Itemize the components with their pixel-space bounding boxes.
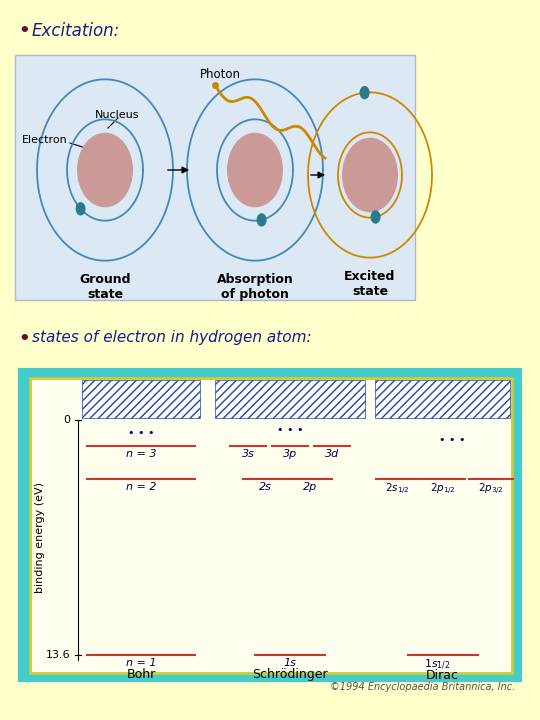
Text: • • •: • • • — [277, 425, 303, 435]
Ellipse shape — [360, 86, 369, 99]
Text: Schrödinger: Schrödinger — [252, 668, 328, 681]
Text: 3p: 3p — [283, 449, 297, 459]
Ellipse shape — [370, 210, 381, 224]
Text: $2p_{3/2}$: $2p_{3/2}$ — [477, 482, 503, 497]
Text: $2p_{1/2}$: $2p_{1/2}$ — [430, 482, 455, 497]
Text: • • •: • • • — [439, 435, 465, 445]
Bar — [20, 370, 520, 680]
Text: n = 2: n = 2 — [126, 482, 156, 492]
Text: •: • — [18, 330, 30, 348]
Ellipse shape — [342, 138, 398, 212]
Text: $1s_{1/2}$: $1s_{1/2}$ — [424, 658, 451, 672]
Text: Electron: Electron — [22, 135, 68, 145]
Text: 2p: 2p — [303, 482, 317, 492]
Text: Excitation:: Excitation: — [32, 22, 120, 40]
Text: Photon: Photon — [200, 68, 241, 81]
Bar — [375, 380, 510, 418]
Text: states of electron in hydrogen atom:: states of electron in hydrogen atom: — [32, 330, 312, 345]
Ellipse shape — [227, 132, 283, 207]
Text: $2s_{1/2}$: $2s_{1/2}$ — [385, 482, 410, 497]
Text: 0: 0 — [63, 415, 70, 425]
Bar — [82, 380, 200, 418]
Text: Bohr: Bohr — [126, 668, 156, 681]
Bar — [215, 380, 365, 418]
Ellipse shape — [256, 213, 267, 227]
Text: n = 1: n = 1 — [126, 658, 156, 668]
Ellipse shape — [77, 132, 133, 207]
Text: n = 3: n = 3 — [126, 449, 156, 459]
Ellipse shape — [76, 202, 85, 215]
Text: 13.6: 13.6 — [45, 650, 70, 660]
Text: ©1994 Encyclopaedia Britannica, Inc.: ©1994 Encyclopaedia Britannica, Inc. — [330, 682, 515, 692]
Text: Dirac: Dirac — [426, 669, 459, 682]
Text: Absorption
of photon: Absorption of photon — [217, 273, 293, 301]
Text: 1s: 1s — [284, 658, 296, 668]
Text: Excited
state: Excited state — [345, 270, 396, 297]
Text: 3s: 3s — [241, 449, 254, 459]
Text: Nucleus: Nucleus — [95, 110, 139, 120]
Text: Ground
state: Ground state — [79, 273, 131, 301]
Text: •: • — [18, 22, 30, 40]
Bar — [30, 378, 512, 673]
Bar — [15, 55, 415, 300]
Text: 3d: 3d — [325, 449, 339, 459]
Text: • • •: • • • — [128, 428, 154, 438]
Text: binding energy (eV): binding energy (eV) — [35, 482, 45, 593]
Text: 2s: 2s — [259, 482, 272, 492]
